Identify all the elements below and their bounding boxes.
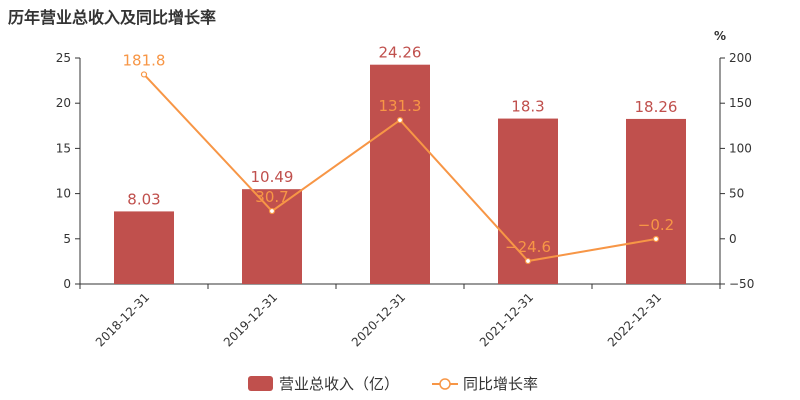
bar (242, 189, 302, 284)
line-point (268, 207, 276, 215)
x-tick-label: 2018-12-31 (93, 290, 152, 349)
y-right-tick-label: 0 (729, 232, 737, 246)
bar (626, 118, 686, 285)
legend-line-marker (439, 378, 451, 390)
bar-value-label: 24.26 (379, 44, 422, 62)
y-right-tick-label: −50 (729, 277, 754, 291)
legend-bar-label: 营业总收入（亿） (279, 375, 399, 393)
line-point (524, 257, 532, 265)
bar-value-label: 10.49 (251, 168, 294, 186)
line-value-label: 30.7 (255, 188, 288, 206)
bar (370, 64, 430, 284)
y-right-tick-label: 200 (729, 51, 752, 65)
line-value-label: −0.2 (638, 216, 674, 234)
y-left-tick-label: 25 (56, 51, 71, 65)
y-left-tick-label: 10 (56, 187, 71, 201)
y-left-tick-label: 15 (56, 141, 71, 155)
y-left-tick-label: 5 (63, 232, 71, 246)
x-tick-label: 2020-12-31 (349, 290, 408, 349)
bar (114, 211, 174, 284)
y-left-tick-label: 20 (56, 96, 71, 110)
line-value-label: 131.3 (379, 97, 422, 115)
line-point (652, 235, 660, 243)
y-right-tick-label: 100 (729, 141, 752, 155)
line-point (140, 71, 148, 78)
chart-title: 历年营业总收入及同比增长率 (8, 8, 217, 27)
legend-bar-swatch (248, 376, 273, 391)
legend-line-label: 同比增长率 (463, 375, 538, 393)
y-left-tick-label: 0 (63, 277, 71, 291)
bar-value-label: 18.26 (635, 98, 678, 116)
bar-value-label: 18.3 (511, 98, 544, 116)
x-tick-label: 2019-12-31 (221, 290, 280, 349)
line-value-label: −24.6 (505, 238, 551, 256)
y-right-tick-label: 150 (729, 96, 752, 110)
x-tick-label: 2021-12-31 (477, 290, 536, 349)
line-point (396, 117, 404, 124)
bar-value-label: 8.03 (127, 190, 160, 208)
y-right-unit-label: % (714, 29, 726, 43)
x-tick-label: 2022-12-31 (605, 290, 664, 349)
y-right-tick-label: 50 (729, 187, 744, 201)
bar (498, 118, 558, 285)
line-value-label: 181.8 (123, 51, 166, 69)
